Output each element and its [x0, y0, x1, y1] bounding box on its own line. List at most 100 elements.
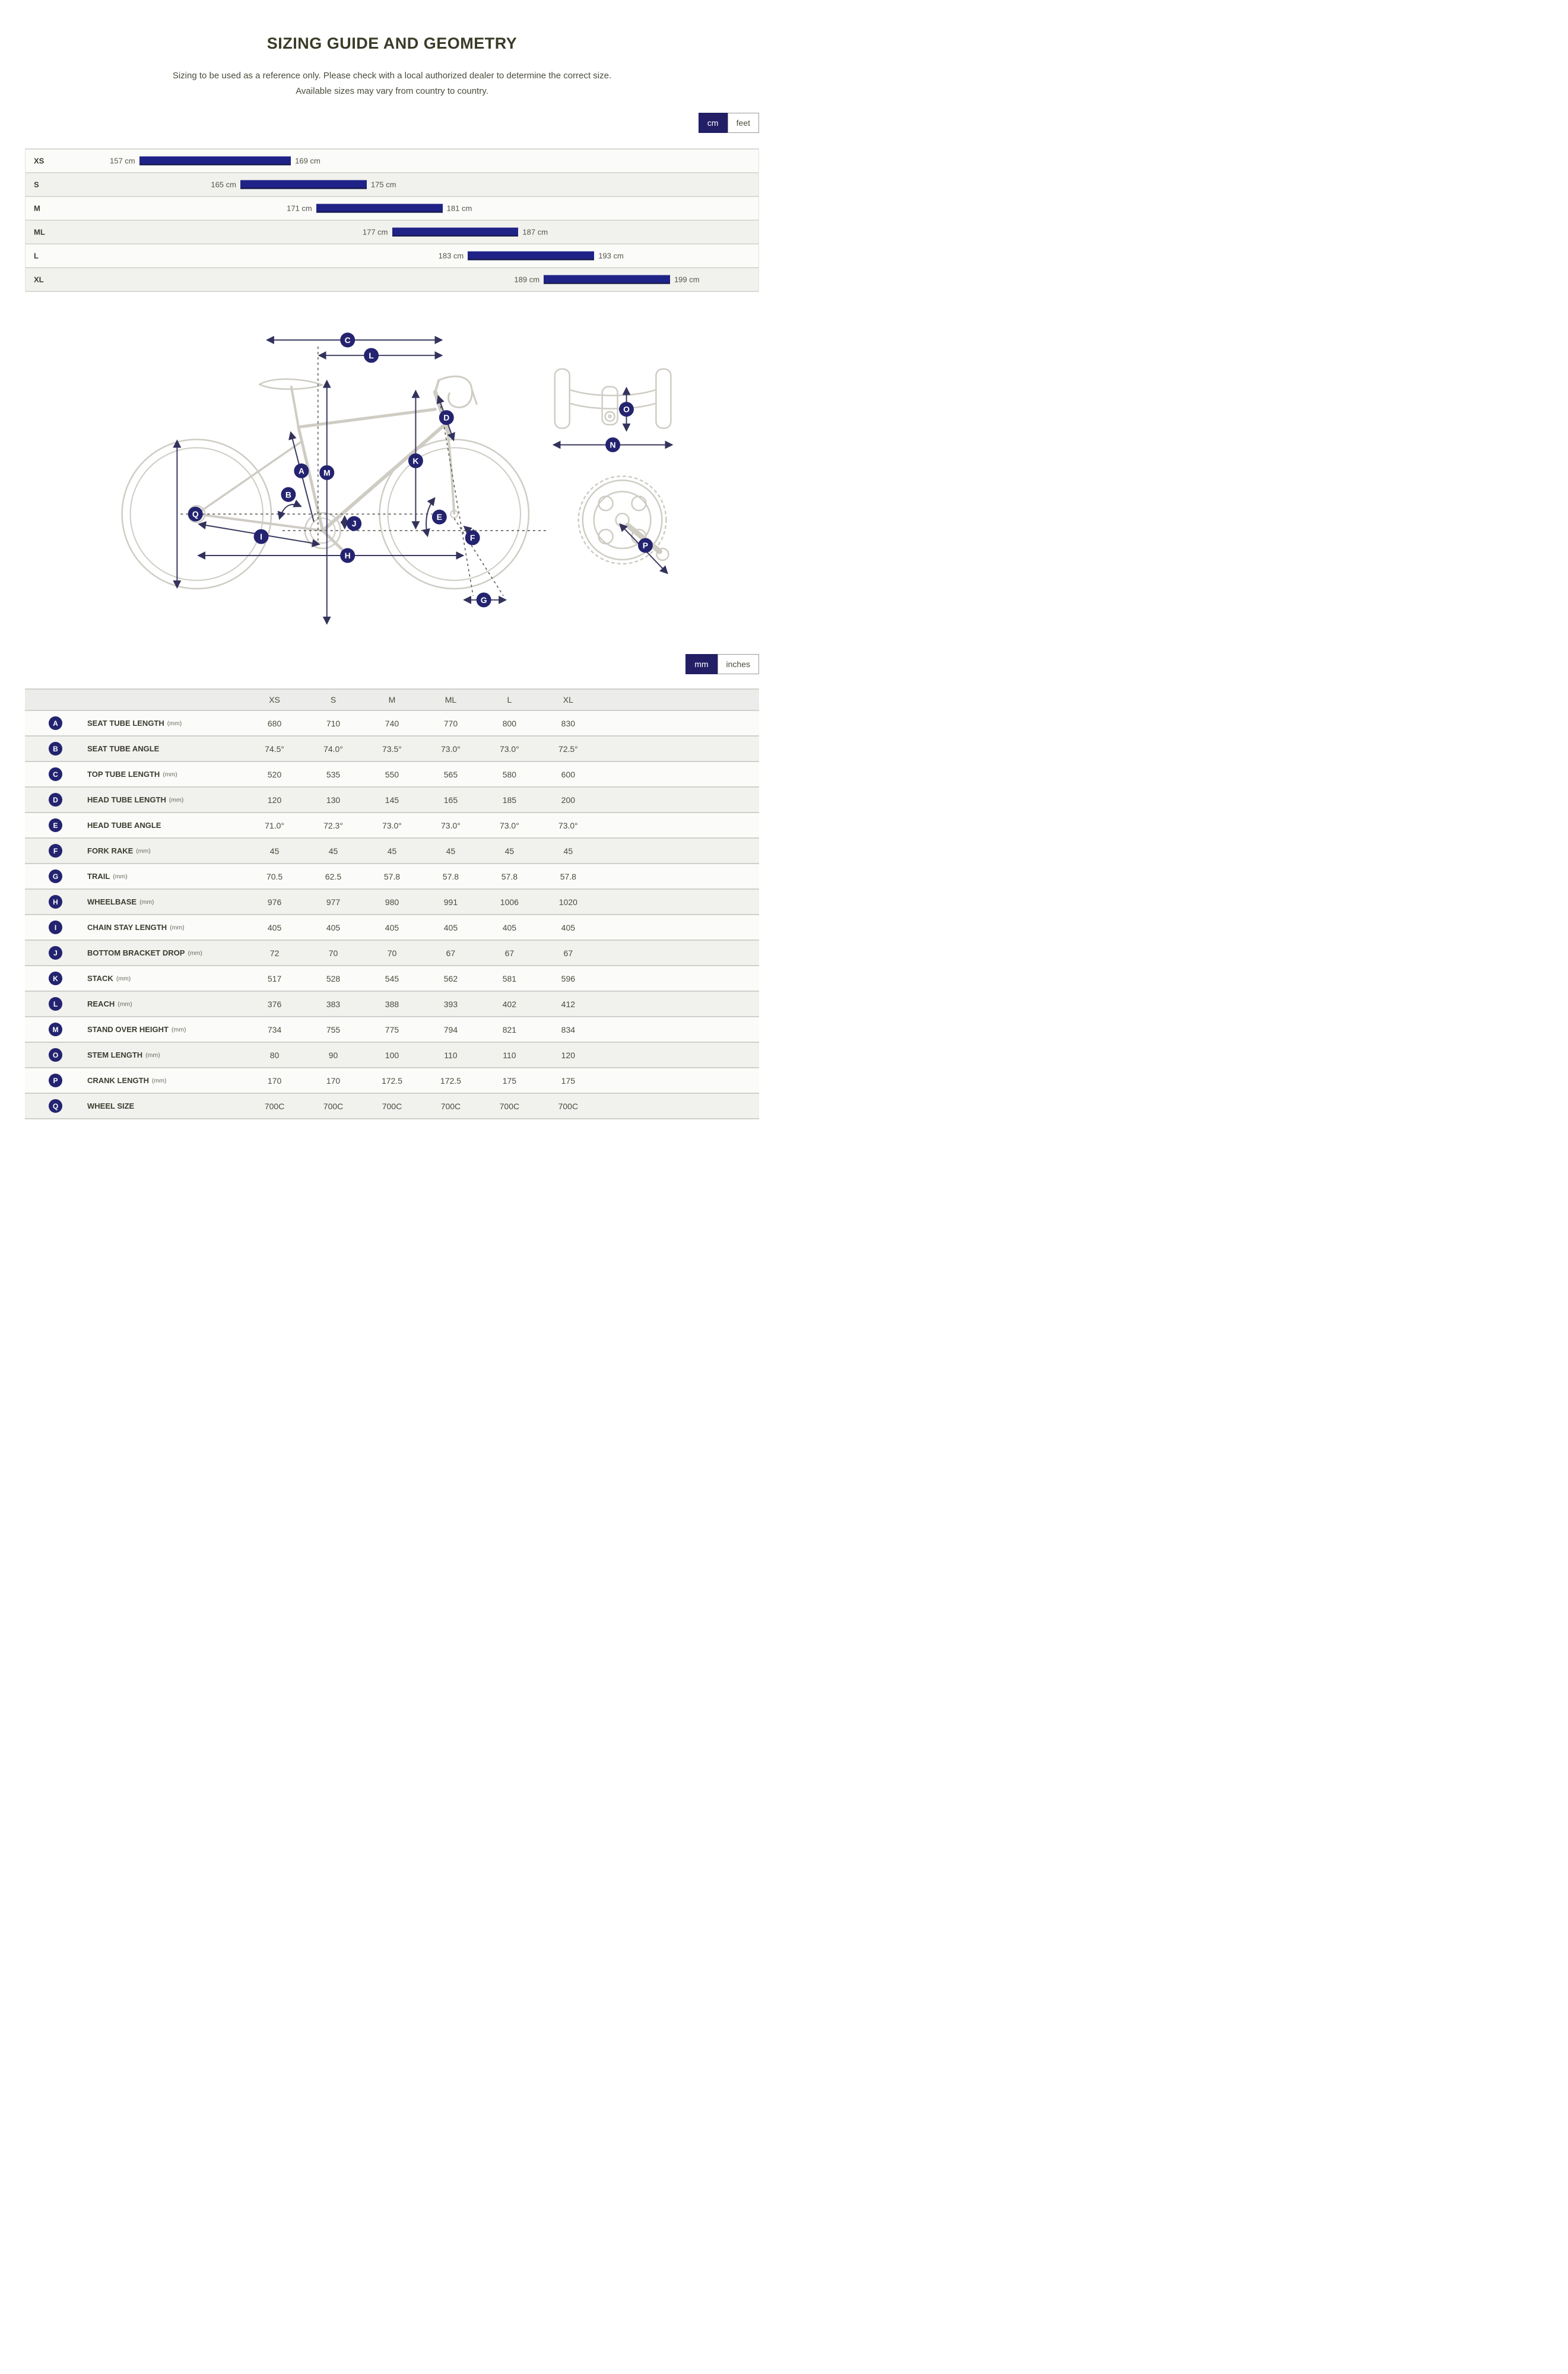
cell-M-L: 821	[502, 1024, 517, 1034]
cell-P-XS: 170	[267, 1075, 282, 1086]
row-label: TOP TUBE LENGTH	[87, 770, 160, 779]
cell-M-ML: 794	[443, 1024, 458, 1034]
row-unit: (mm)	[169, 796, 184, 804]
cell-D-M: 145	[385, 795, 399, 805]
size-bar-track: 157 cm 169 cm	[26, 150, 758, 172]
range-min-label: 183 cm	[438, 251, 464, 260]
marker-circle-D	[439, 410, 454, 425]
table-row-F: F FORK RAKE (mm) 45 45 45 45 45 45	[25, 839, 759, 865]
cell-K-M: 545	[385, 973, 399, 983]
size-row-XS: XS 157 cm 169 cm	[26, 149, 758, 173]
dimension-arrows	[173, 335, 674, 625]
cell-G-ML: 57.8	[442, 871, 459, 881]
marker-letter-K: K	[412, 456, 418, 465]
cell-B-S: 74.0°	[323, 744, 343, 754]
cell-M-S: 755	[326, 1024, 341, 1034]
cell-A-XL: 830	[561, 718, 576, 728]
cell-I-M: 405	[385, 922, 399, 932]
row-label: SEAT TUBE LENGTH	[87, 719, 164, 728]
cell-K-ML: 562	[443, 973, 458, 983]
row-label: TRAIL	[87, 872, 110, 881]
cell-G-XL: 57.8	[560, 871, 576, 881]
cell-G-M: 57.8	[383, 871, 401, 881]
range-max-label: 169 cm	[295, 156, 320, 165]
unit-inches-button[interactable]: inches	[717, 654, 759, 675]
cell-P-M: 172.5	[381, 1075, 402, 1086]
cell-O-ML: 110	[444, 1050, 458, 1060]
cell-D-XL: 200	[561, 795, 576, 805]
cell-C-S: 535	[326, 769, 341, 779]
down-tube	[320, 423, 446, 532]
cell-B-XS: 74.5°	[265, 744, 284, 754]
fork	[446, 431, 456, 515]
range-max-label: 193 cm	[598, 251, 624, 260]
row-letter-badge: H	[49, 895, 62, 909]
cell-E-XS: 71.0°	[265, 820, 284, 830]
row-label: STAND OVER HEIGHT	[87, 1025, 169, 1034]
row-letter-badge: C	[49, 767, 62, 782]
size-bar-track: 171 cm 181 cm	[26, 197, 758, 220]
geometry-unit-toggle: mm inches	[685, 654, 759, 675]
marker-circle-P	[637, 538, 653, 553]
marker-circle-O	[619, 401, 634, 417]
cell-K-L: 581	[502, 973, 517, 983]
marker-letter-M: M	[323, 468, 331, 477]
marker-letter-Q: Q	[192, 509, 199, 519]
row-label: REACH	[87, 999, 115, 1009]
unit-feet-button[interactable]: feet	[727, 112, 759, 133]
height-unit-toggle: cm feet	[698, 112, 759, 133]
construction-lines	[180, 346, 546, 596]
cell-A-S: 710	[326, 718, 341, 728]
cell-A-M: 740	[385, 718, 399, 728]
cell-L-L: 402	[502, 999, 517, 1009]
cell-K-XS: 517	[267, 973, 282, 983]
marker-circle-A	[294, 463, 309, 478]
marker-letter-C: C	[345, 335, 351, 344]
saddle	[258, 378, 323, 390]
row-letter-badge: E	[49, 818, 62, 833]
row-label: HEAD TUBE ANGLE	[87, 821, 161, 830]
cell-C-M: 550	[385, 769, 399, 779]
cell-L-XL: 412	[561, 999, 576, 1009]
range-min-label: 171 cm	[287, 204, 312, 212]
cell-I-ML: 405	[443, 922, 458, 932]
bike-side-view	[121, 375, 530, 589]
marker-circle-Q	[188, 506, 203, 522]
marker-letter-H: H	[345, 551, 351, 560]
marker-circle-G	[476, 592, 491, 607]
cell-Q-XS: 700C	[264, 1101, 285, 1111]
row-unit: (mm)	[152, 1077, 167, 1084]
cell-L-ML: 393	[443, 999, 458, 1009]
unit-cm-button[interactable]: cm	[698, 112, 728, 133]
diagram-letter-markers: A B C D E F G H I J K L M N O P Q	[188, 332, 653, 607]
marker-circle-B	[281, 487, 296, 502]
cell-D-L: 185	[502, 795, 517, 805]
cell-C-XS: 520	[267, 769, 282, 779]
cell-K-XL: 596	[561, 973, 576, 983]
cell-C-ML: 565	[443, 769, 458, 779]
size-row-XL: XL 189 cm 199 cm	[26, 268, 758, 292]
table-row-D: D HEAD TUBE LENGTH (mm) 120 130 145 165 185 200	[25, 788, 759, 814]
cell-E-XL: 73.0°	[558, 820, 578, 830]
table-row-C: C TOP TUBE LENGTH (mm) 520 535 550 565 580 600	[25, 762, 759, 788]
row-label: FORK RAKE	[87, 846, 134, 856]
table-row-M: M STAND OVER HEIGHT (mm) 734 755 775 794 821 834	[25, 1017, 759, 1043]
marker-letter-F: F	[470, 533, 475, 542]
size-row-L: L 183 cm 193 cm	[26, 244, 758, 268]
row-unit: (mm)	[136, 847, 151, 855]
cell-M-XS: 734	[267, 1024, 282, 1034]
cell-Q-ML: 700C	[440, 1101, 461, 1111]
height-range-bar	[316, 204, 443, 212]
cell-O-XS: 80	[269, 1050, 280, 1060]
geometry-table-header: XS S M ML L XL	[25, 690, 759, 712]
row-unit: (mm)	[170, 923, 185, 931]
marker-letter-L: L	[369, 350, 374, 360]
size-label: XL	[34, 275, 44, 284]
handlebar-top-view	[554, 368, 672, 429]
cell-I-S: 405	[326, 922, 341, 932]
row-letter-badge: A	[49, 716, 62, 731]
unit-mm-button[interactable]: mm	[685, 654, 718, 675]
cell-Q-XL: 700C	[558, 1101, 579, 1111]
column-header-S: S	[330, 695, 337, 705]
cell-F-L: 45	[504, 846, 515, 856]
